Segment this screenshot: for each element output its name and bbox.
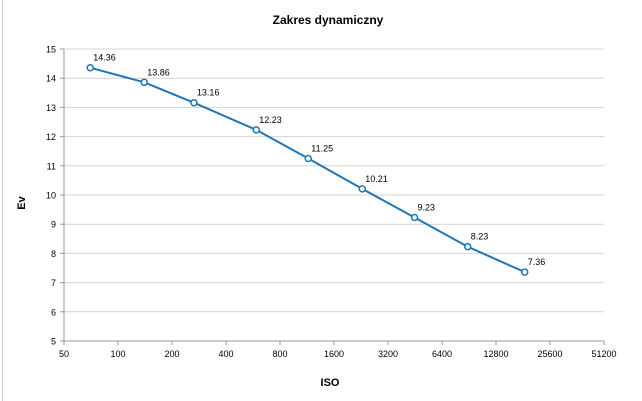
data-point: [410, 213, 419, 222]
data-point: [520, 268, 529, 276]
data-label: 8.23: [471, 232, 489, 242]
y-tick-label: 9: [51, 220, 56, 230]
y-tick-label: 10: [46, 191, 56, 201]
data-point: [190, 98, 198, 107]
data-point: [358, 185, 367, 193]
x-tick-label: 50: [59, 349, 69, 359]
data-point: [463, 242, 472, 251]
data-point: [304, 154, 313, 163]
data-label: 13.86: [147, 67, 170, 77]
y-tick-label: 15: [46, 45, 56, 55]
x-tick-label: 51200: [591, 349, 616, 359]
data-label: 9.23: [418, 202, 436, 212]
y-axis-label: Ev: [16, 195, 28, 209]
x-tick-label: 3200: [378, 349, 398, 359]
x-tick-label: 12800: [483, 349, 508, 359]
data-label: 14.36: [93, 53, 116, 63]
data-label: 13.16: [197, 88, 220, 98]
series-group: 14.36 13.86 13.16 12.23 11.25 10.21 9.23 8.23 7.…: [86, 53, 546, 276]
y-axis-ticks: 5 6 7 8 9 10 11 12 13 14 15: [46, 45, 64, 347]
x-axis-ticks: 50 100 200 400 800 1600 3200 6400 12800 25600 5120…: [59, 341, 617, 359]
series-line: [89, 66, 526, 274]
data-label: 7.36: [528, 257, 546, 267]
x-tick-label: 800: [272, 349, 287, 359]
y-tick-label: 7: [51, 278, 56, 288]
x-tick-label: 100: [110, 349, 125, 359]
x-tick-label: 1600: [324, 349, 344, 359]
y-tick-label: 13: [46, 103, 56, 113]
data-point: [140, 78, 148, 87]
left-edge-line: [2, 0, 3, 401]
y-tick-label: 12: [46, 132, 56, 142]
gridlines: [64, 48, 604, 313]
y-tick-label: 8: [51, 249, 56, 259]
y-tick-label: 6: [51, 307, 56, 317]
data-label: 10.21: [365, 174, 388, 184]
y-tick-label: 14: [46, 74, 56, 84]
data-point: [252, 126, 261, 134]
data-label: 12.23: [259, 115, 282, 125]
y-tick-label: 5: [51, 337, 56, 347]
x-tick-label: 6400: [432, 349, 452, 359]
data-label: 11.25: [311, 144, 333, 154]
x-tick-label: 200: [164, 349, 179, 359]
data-point: [86, 63, 94, 72]
y-tick-label: 11: [47, 161, 56, 171]
x-tick-label: 400: [218, 349, 233, 359]
chart-title: Zakres dynamiczny: [273, 13, 384, 27]
x-axis-label: ISO: [321, 377, 340, 389]
x-tick-label: 25600: [537, 349, 562, 359]
